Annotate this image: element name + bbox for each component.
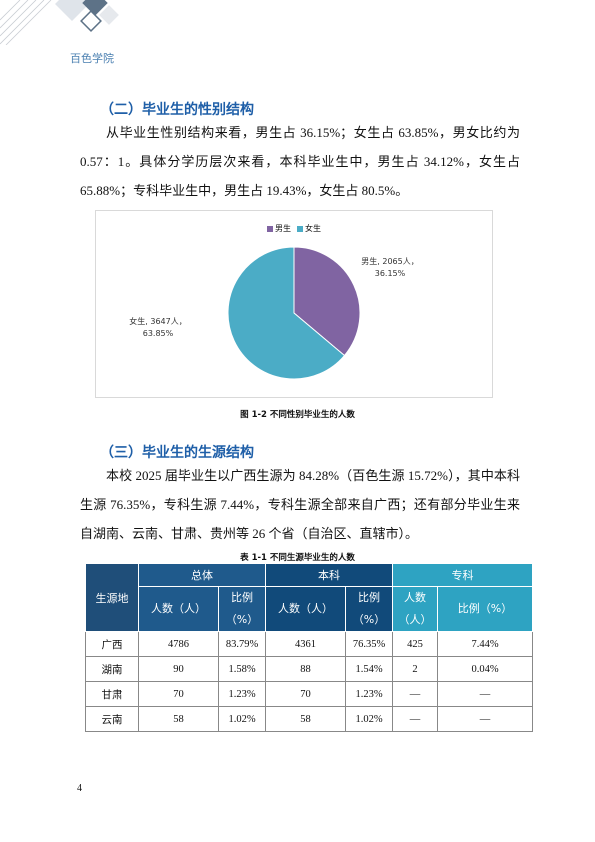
paragraph: 本校 2025 届毕业生以广西生源为 84.28%（百色生源 15.72%），其… [80,468,520,541]
table-cell: 1.54% [345,656,393,682]
data-label: 女生, 3647人，63.85% [129,317,187,338]
legend-swatch [297,225,303,232]
table-cell: 70 [265,681,346,707]
table-header: 比例（%） [218,586,266,632]
table-cell: 76.35% [345,631,393,657]
table-cell: 425 [392,631,438,657]
table-cell: 90 [138,656,219,682]
table-cell: 58 [138,706,219,732]
table-cell: 88 [265,656,346,682]
data-label: 男生, 2065人，36.15% [361,257,419,278]
table-header: 比例（%） [345,586,393,632]
table-header: 总体 [138,563,266,587]
legend: 男生 女生 [96,223,492,234]
data-table: 生源地 总体 本科 专科 人数（人） 比例（%） 人数（人） 比例（%） 人数（人） 比例（%）广… [85,563,533,732]
section-heading: （三）毕业生的生源结构 [100,445,254,461]
table-header: 比例（%） [437,586,533,632]
table-header: 人数（人） [265,586,346,632]
table-header: 专科 [392,563,533,587]
table-cell: — [437,706,533,732]
table-cell: — [392,706,438,732]
school-name: 百色学院 [70,53,114,65]
table-header-row: 人数（人） 比例（%） 人数（人） 比例（%） 人数（人） 比例（%） [86,586,533,632]
table-cell: 甘肃 [85,681,139,707]
table-cell: — [437,681,533,707]
legend-label: 女生 [305,224,321,233]
legend-swatch [267,225,273,232]
header-decoration [0,0,119,45]
table-cell: 4361 [265,631,346,657]
page-number: 4 [77,783,82,794]
table-cell: 1.23% [218,681,266,707]
table-cell: 2 [392,656,438,682]
pie-chart [227,246,361,380]
table-cell: 湖南 [85,656,139,682]
table-cell: 83.79% [218,631,266,657]
table-header: 人数（人） [138,586,219,632]
table-cell: 1.02% [218,706,266,732]
table-cell: 1.02% [345,706,393,732]
table-header: 本科 [265,563,393,587]
table-row: 广西 4786 83.79% 4361 76.35% 425 7.44% [85,631,533,657]
table-cell: 广西 [85,631,139,657]
figure-caption: 图 1-2 不同性别毕业生的人数 [240,410,355,420]
chart: 男生 女生 男生, 2065人，36.15% 女生, 3647人，63.85% [95,210,493,398]
table-row: 甘肃 70 1.23% 70 1.23% — — [85,681,533,707]
section-heading: （二）毕业生的性别结构 [100,102,254,118]
pie-slice [293,246,361,357]
table-row: 云南 58 1.02% 58 1.02% — — [85,706,533,732]
pie-slice [227,246,346,380]
legend-label: 男生 [275,224,291,233]
legend-item: 男生 [267,223,291,234]
table-cell: — [392,681,438,707]
table-cell: 1.58% [218,656,266,682]
table-cell: 云南 [85,706,139,732]
table-row: 湖南 90 1.58% 88 1.54% 2 0.04% [85,656,533,682]
table-cell: 1.23% [345,681,393,707]
legend-item: 女生 [297,223,321,234]
table-header-row: 生源地 总体 本科 专科 [85,563,533,632]
table-header: 人数（人） [392,586,438,632]
table-cell: 4786 [138,631,219,657]
table-cell: 58 [265,706,346,732]
table-cell: 0.04% [437,656,533,682]
table-caption: 表 1-1 不同生源毕业生的人数 [240,553,355,563]
paragraph: 从毕业生性别结构来看，男生占 36.15%；女生占 63.85%，男女比约为 0… [80,125,520,198]
table-header: 生源地 [85,563,139,632]
table-cell: 7.44% [437,631,533,657]
table-cell: 70 [138,681,219,707]
